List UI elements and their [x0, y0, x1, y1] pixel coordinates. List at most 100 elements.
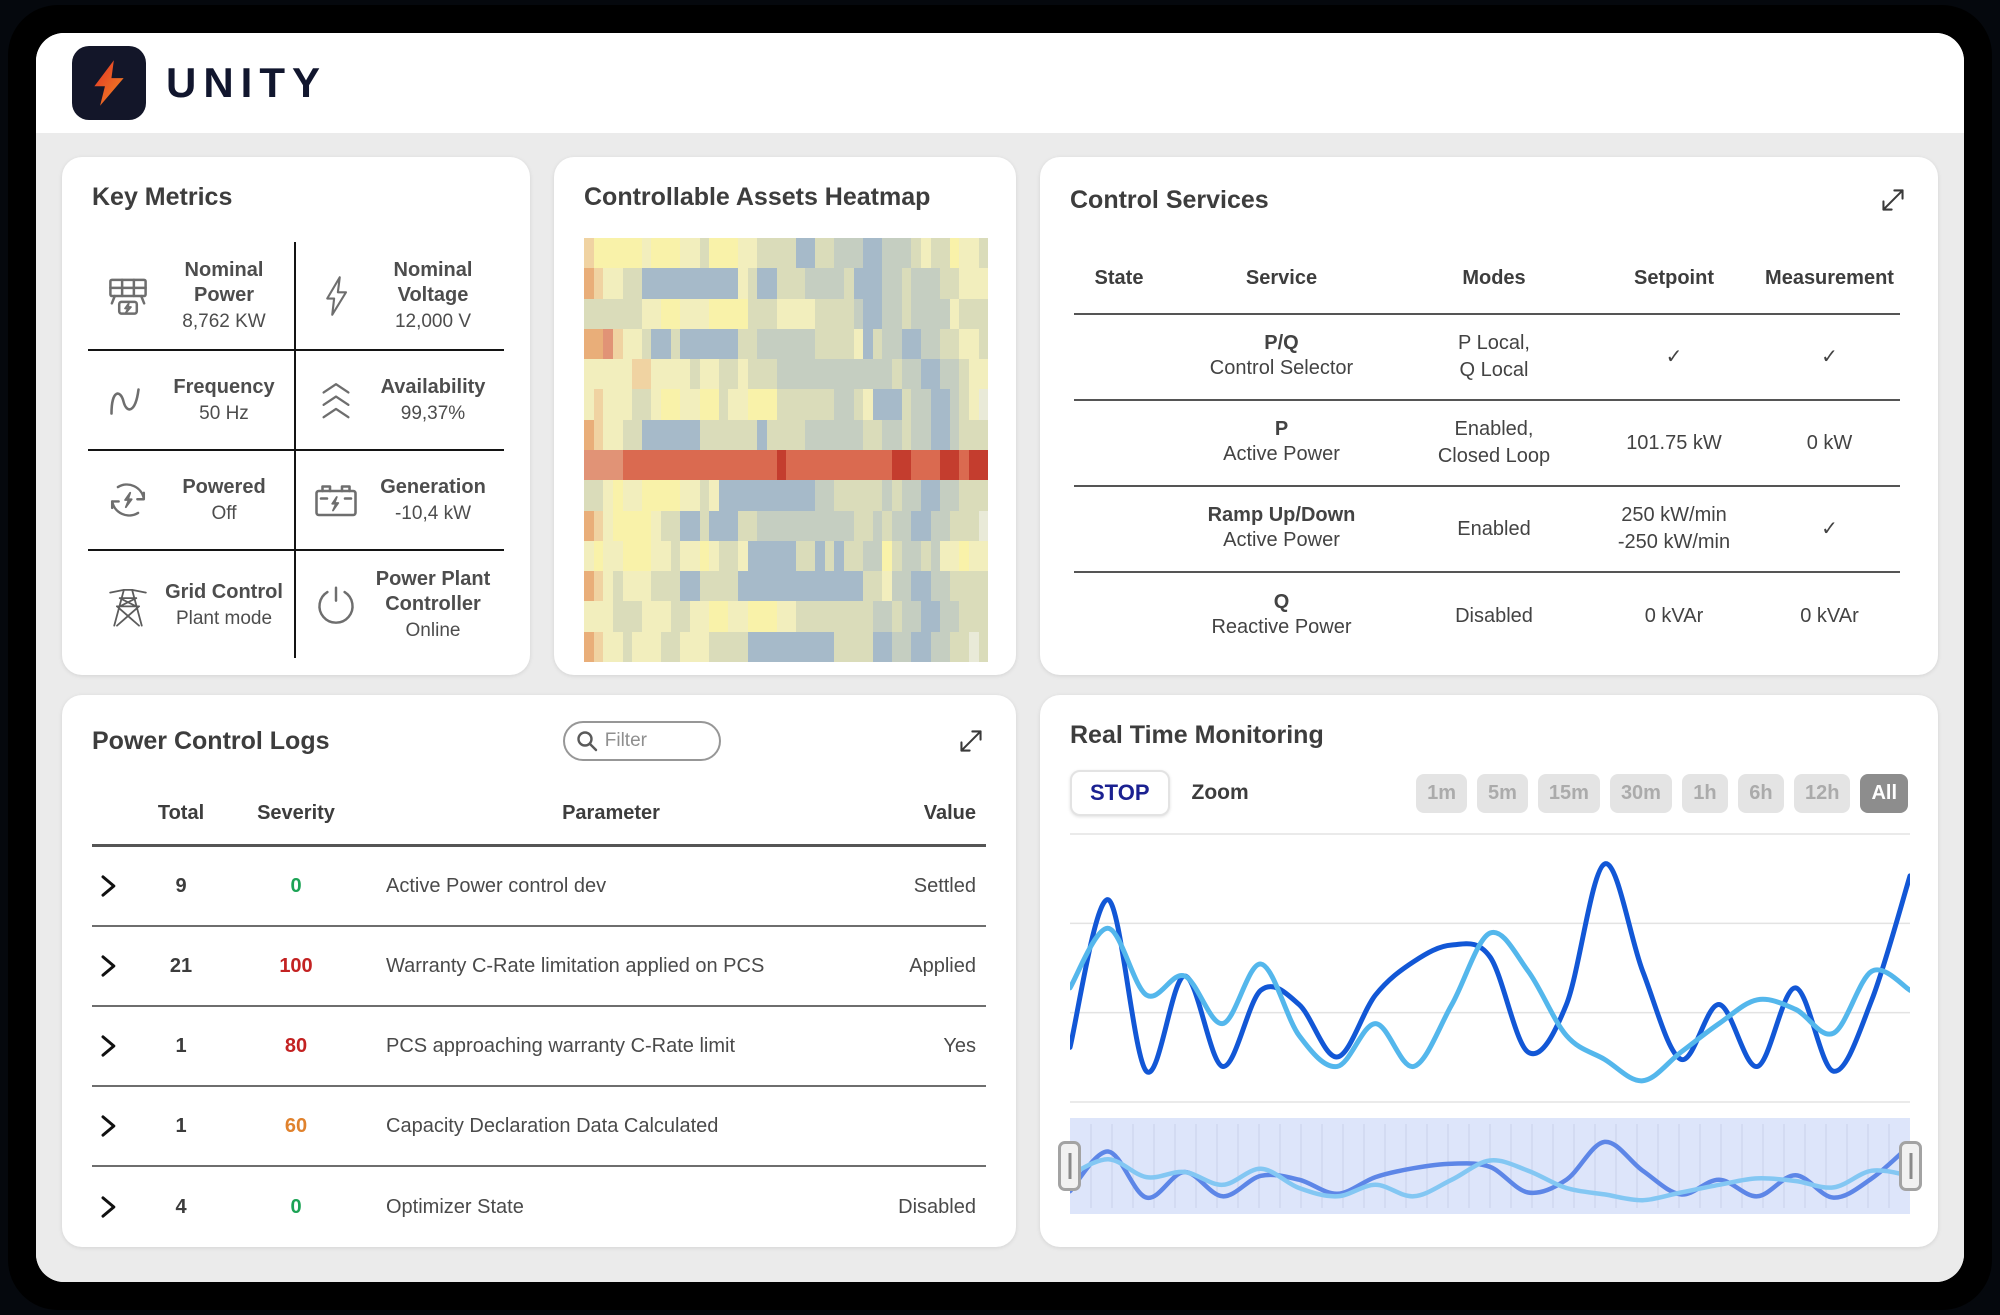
- chart-controls: STOP Zoom 1m 5m 15m 30m 1h 6h 12h All: [1070, 770, 1908, 816]
- heatmap-row: [584, 268, 989, 299]
- range-selector: 1m 5m 15m 30m 1h 6h 12h All: [1416, 773, 1908, 813]
- real-time-monitoring-title: Real Time Monitoring: [1070, 721, 1324, 749]
- line-chart: [1070, 832, 1910, 1104]
- metric-powered: Powered Off: [88, 451, 296, 551]
- range-button-5m[interactable]: 5m: [1477, 773, 1528, 813]
- control-services-header: State Service Modes Setpoint Measurement: [1074, 243, 1900, 315]
- service-setpoint: 101.75 kW: [1626, 431, 1722, 454]
- key-metrics-title: Key Metrics: [92, 183, 233, 211]
- metric-value: 99,37%: [400, 403, 466, 424]
- service-row: P Active Power Enabled, Closed Loop 101.75 k…: [1074, 401, 1900, 487]
- real-time-monitoring-card: Real Time Monitoring STOP Zoom 1m 5m 15m 30…: [1040, 695, 1938, 1247]
- navigator-dark-blue-series: [1070, 1139, 1910, 1200]
- device-frame: UNITY Key Metrics Nominal Power 8,762 KW N…: [8, 5, 1992, 1310]
- expand-row-chevron-icon[interactable]: [92, 873, 144, 899]
- expand-icon[interactable]: [1876, 183, 1910, 217]
- heatmap-card: Controllable Assets Heatmap: [554, 157, 1016, 675]
- service-measurement: 0 kW: [1806, 431, 1853, 454]
- availability-chevrons-icon: [310, 377, 362, 423]
- log-total: 1: [175, 1114, 187, 1137]
- log-severity: 60: [284, 1114, 308, 1137]
- control-services-table: State Service Modes Setpoint Measurement P/Q C…: [1074, 243, 1900, 659]
- expand-icon[interactable]: [954, 724, 988, 758]
- log-severity: 100: [279, 954, 313, 977]
- service-subname: Control Selector: [1209, 357, 1354, 379]
- log-parameter: Optimizer State: [386, 1195, 524, 1218]
- metric-power-plant-controller: Power Plant Controller Online: [296, 551, 504, 658]
- expand-row-chevron-icon[interactable]: [92, 1033, 144, 1059]
- assets-heatmap: [584, 238, 989, 662]
- metric-label: Nominal Voltage: [393, 259, 473, 306]
- metric-value: 12,000 V: [394, 311, 472, 332]
- service-name: P: [1274, 418, 1289, 440]
- metric-label: Generation: [380, 476, 486, 498]
- filter-input[interactable]: [562, 721, 721, 761]
- brand-title: UNITY: [166, 59, 327, 106]
- expand-row-chevron-icon[interactable]: [92, 1194, 144, 1220]
- filter-text-field[interactable]: [604, 730, 705, 752]
- service-measurement: ✓: [1821, 345, 1838, 368]
- power-control-logs-card: Power Control Logs Total Severity Paramete…: [62, 695, 1016, 1247]
- log-value: Applied: [909, 954, 976, 977]
- log-value: Yes: [943, 1034, 976, 1057]
- heatmap-row: [584, 480, 989, 511]
- zoom-label: Zoom: [1191, 781, 1249, 804]
- app-header: UNITY: [36, 33, 1964, 133]
- service-row: Q Reactive Power Disabled 0 kVAr 0 kVAr: [1074, 573, 1900, 659]
- column-header: Total: [157, 802, 205, 824]
- log-row[interactable]: 1 80 PCS approaching warranty C-Rate limit…: [92, 1007, 986, 1087]
- navigator-light-blue-series: [1070, 1156, 1910, 1203]
- column-header: Severity: [257, 802, 335, 824]
- control-services-title: Control Services: [1070, 185, 1269, 214]
- log-row[interactable]: 1 60 Capacity Declaration Data Calculated: [92, 1087, 986, 1167]
- control-services-card: Control Services State Service Modes Setpoi…: [1040, 157, 1938, 675]
- range-button-6h[interactable]: 6h: [1737, 773, 1784, 813]
- service-measurement: 0 kVAr: [1800, 604, 1859, 627]
- navigator-handle-left[interactable]: [1058, 1141, 1081, 1191]
- log-total: 9: [175, 874, 187, 897]
- expand-row-chevron-icon[interactable]: [92, 1113, 144, 1139]
- dark-blue-series: [1070, 861, 1910, 1075]
- heatmap-row: [584, 540, 989, 572]
- app-window: UNITY Key Metrics Nominal Power 8,762 KW N…: [36, 33, 1964, 1282]
- metric-value: Online: [405, 620, 461, 641]
- log-row[interactable]: 4 0 Optimizer State Disabled: [92, 1167, 986, 1247]
- metric-label: Power Plant Controller: [375, 568, 491, 615]
- metric-label: Powered: [182, 476, 266, 498]
- range-button-12h[interactable]: 12h: [1793, 773, 1851, 813]
- metric-label: Nominal Power: [184, 259, 264, 306]
- log-row[interactable]: 21 100 Warranty C-Rate limitation applied …: [92, 927, 986, 1007]
- column-header: Value: [923, 802, 976, 824]
- service-name: Ramp Up/Down: [1207, 504, 1356, 526]
- heatmap-row: [584, 389, 989, 420]
- range-button-30m[interactable]: 30m: [1609, 773, 1672, 813]
- log-row[interactable]: 9 0 Active Power control dev Settled: [92, 847, 986, 927]
- grid-tower-icon: [102, 580, 154, 630]
- log-value: Disabled: [898, 1195, 976, 1218]
- range-button-15m[interactable]: 15m: [1537, 773, 1600, 813]
- column-header: Parameter: [562, 802, 660, 824]
- search-icon: [577, 731, 597, 752]
- metric-value: 50 Hz: [199, 403, 249, 424]
- range-button-1h[interactable]: 1h: [1681, 773, 1728, 813]
- log-total: 4: [175, 1195, 187, 1218]
- chart-navigator[interactable]: [1058, 1118, 1922, 1214]
- frequency-wave-icon: [102, 379, 154, 421]
- power-button-icon: [310, 582, 362, 628]
- log-value: Settled: [913, 874, 976, 897]
- heatmap-row: [584, 419, 989, 450]
- expand-row-chevron-icon[interactable]: [92, 953, 144, 979]
- metric-value: -10,4 kW: [394, 503, 472, 524]
- stop-button[interactable]: STOP: [1070, 770, 1170, 816]
- unity-logo-icon: [72, 46, 146, 120]
- heatmap-row: [584, 601, 989, 632]
- column-header: Measurement: [1765, 266, 1894, 289]
- service-setpoint: 0 kVAr: [1644, 604, 1704, 627]
- heatmap-row: [584, 298, 989, 329]
- column-header: Modes: [1462, 266, 1526, 289]
- navigator-handle-right[interactable]: [1899, 1141, 1922, 1191]
- heatmap-row: [584, 359, 989, 390]
- range-button-1m[interactable]: 1m: [1416, 773, 1467, 813]
- range-button-all[interactable]: All: [1860, 773, 1908, 813]
- service-modes: Enabled, Closed Loop: [1437, 418, 1551, 467]
